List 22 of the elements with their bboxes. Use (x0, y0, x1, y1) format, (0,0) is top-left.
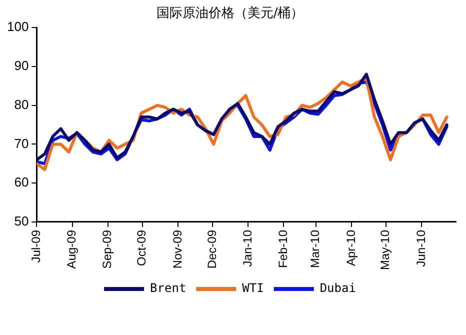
y-tick-label: 70 (14, 136, 29, 151)
y-tick-label: 90 (14, 58, 29, 74)
x-tick-label: Oct-09 (134, 230, 149, 266)
x-tick-label: Jun-10 (414, 230, 428, 267)
chart-title: 国际原油价格（美元/桶） (156, 5, 304, 22)
x-tick-label: May-10 (378, 230, 392, 270)
y-tick-label: 100 (6, 19, 29, 34)
x-tick-label: Aug-09 (64, 230, 79, 269)
y-tick-label: 60 (14, 174, 29, 190)
x-tick-label: Mar-10 (308, 230, 322, 268)
x-tick-label: Jul-09 (29, 230, 43, 263)
x-tick-label: Feb-10 (276, 230, 290, 268)
x-tick-label: Nov-09 (170, 230, 184, 269)
legend-label: WTI (242, 281, 264, 296)
x-tick-label: Apr-10 (344, 230, 358, 266)
x-tick-label: Jan-10 (240, 230, 254, 267)
x-tick-label: Dec-09 (204, 230, 219, 269)
legend-label: Brent (150, 281, 186, 296)
y-tick-label: 50 (14, 214, 29, 229)
x-tick-label: Sep-09 (100, 230, 114, 269)
y-tick-label: 80 (14, 96, 29, 112)
legend-label: Dubai (320, 281, 356, 296)
